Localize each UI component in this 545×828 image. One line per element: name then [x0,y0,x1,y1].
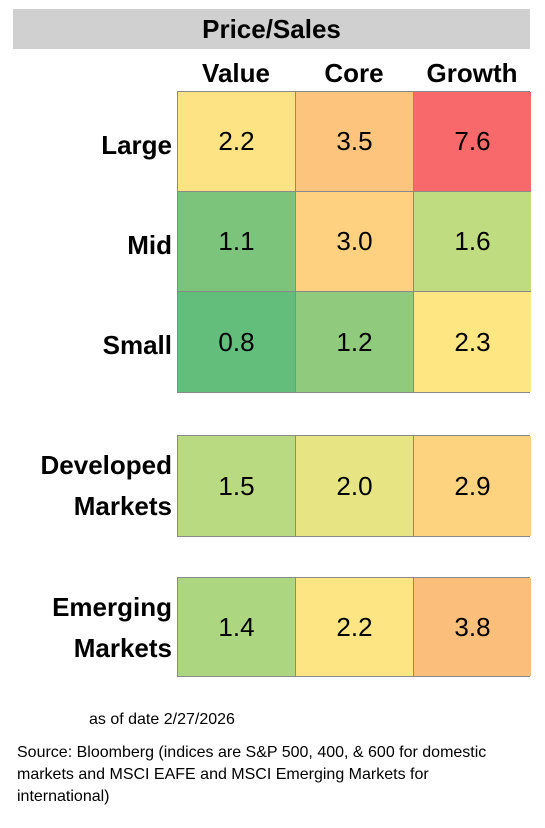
emerging-markets-row: 1.4 2.2 3.8 [177,577,531,677]
row-label-developed-line1: Developed [40,450,173,480]
cell-small-growth: 2.3 [414,292,531,392]
cell-mid-growth: 1.6 [414,192,531,292]
column-header-growth: Growth [426,57,518,88]
row-label-developed: Developed Markets [0,445,173,527]
chart-title: Price/Sales [13,9,530,49]
size-grid: 2.2 3.5 7.6 1.1 3.0 1.6 0.8 1.2 2.3 [177,91,531,393]
row-label-emerging: Emerging Markets [0,587,172,669]
cell-small-value: 0.8 [178,292,296,392]
cell-developed-core: 2.0 [296,436,414,536]
source-note: Source: Bloomberg (indices are S&P 500, … [17,744,487,805]
cell-large-growth: 7.6 [414,92,531,192]
cell-developed-value: 1.5 [178,436,296,536]
cell-emerging-value: 1.4 [178,578,296,676]
column-header-core: Core [324,57,384,88]
as-of-label: as of date [89,711,160,728]
row-label-developed-line2: Markets [73,491,172,521]
row-label-emerging-line1: Emerging [52,592,172,622]
row-label-emerging-line2: Markets [73,633,172,663]
as-of-date: as of date 2/27/2026 [89,709,235,731]
row-label-large: Large [101,130,172,160]
cell-mid-core: 3.0 [296,192,414,292]
cell-large-value: 2.2 [178,92,296,192]
as-of-value: 2/27/2026 [163,711,235,728]
column-header-value: Value [202,57,270,88]
cell-emerging-growth: 3.8 [414,578,531,676]
row-label-mid: Mid [127,230,172,260]
cell-large-core: 3.5 [296,92,414,192]
cell-emerging-core: 2.2 [296,578,414,676]
cell-small-core: 1.2 [296,292,414,392]
cell-mid-value: 1.1 [178,192,296,292]
developed-markets-row: 1.5 2.0 2.9 [177,435,531,537]
row-label-small: Small [102,330,172,360]
cell-developed-growth: 2.9 [414,436,531,536]
